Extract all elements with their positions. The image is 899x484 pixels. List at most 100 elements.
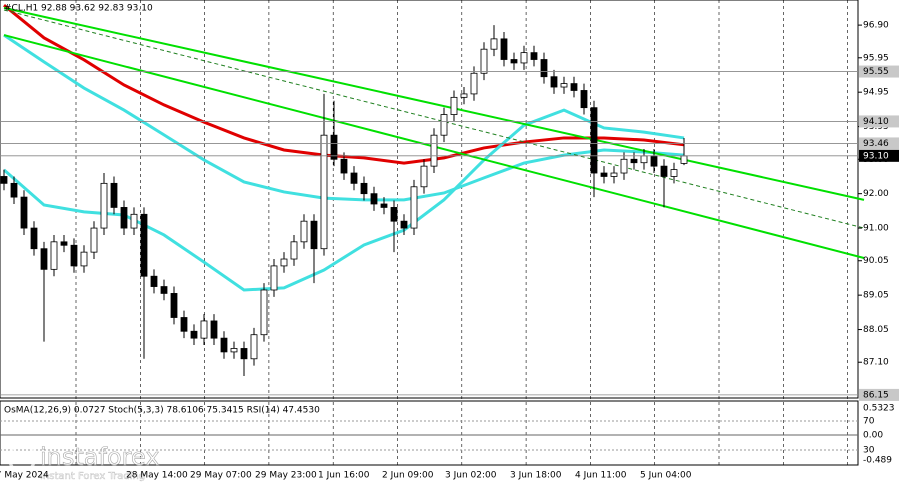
candle-body: [440, 114, 448, 136]
candle-body: [390, 207, 398, 222]
candle-body: [220, 337, 228, 353]
candle-body: [200, 320, 208, 339]
candle-body: [470, 72, 478, 95]
x-tick-label: 4 Jun 11:00: [575, 471, 627, 481]
candle-body: [240, 348, 248, 360]
candle-body: [190, 330, 198, 339]
candle-body: [480, 48, 488, 74]
y-tick-label: 95.95: [863, 53, 889, 63]
y-tick-label: 94.95: [863, 88, 889, 98]
brand: instaforex: [40, 443, 160, 471]
candle-body: [660, 165, 668, 177]
x-tick-label: 2 Jun 09:00: [382, 471, 434, 481]
plot: [0, 3, 865, 396]
header: #CL,H1 92.88 93.62 92.83 93.10: [4, 4, 153, 14]
candle-body: [280, 258, 288, 267]
candle-body: [570, 83, 578, 91]
x-tick-label: 3 Jun 18:00: [510, 471, 562, 481]
candle-body: [120, 207, 128, 229]
candle-body: [330, 134, 338, 160]
candle-body: [0, 176, 8, 184]
candle-body: [400, 220, 408, 229]
candle-body: [450, 96, 458, 115]
trend-line: [3, 6, 865, 201]
y-tick-label: 91.00: [863, 224, 889, 234]
level-box: [859, 137, 899, 150]
watermark: instaforex Instant Forex Trading: [7, 443, 160, 482]
candle-body: [580, 90, 588, 109]
candle-body: [460, 93, 468, 98]
candle-body: [510, 59, 518, 64]
osc-scale: 0.00: [863, 431, 883, 441]
candle-body: [260, 289, 268, 336]
candle-body: [630, 158, 638, 164]
osc-scale: 30: [863, 446, 875, 456]
y-tick-label: 92.00: [863, 189, 889, 199]
level-box: [859, 115, 899, 128]
x-tick-label: 28 May 14:00: [126, 471, 188, 481]
candle-body: [430, 134, 438, 167]
slogan: Instant Forex Trading: [40, 471, 145, 482]
x-tick-label: 1 Jun 16:00: [318, 471, 370, 481]
x-tick-label: 27 May 2024: [0, 471, 49, 481]
candle-body: [180, 317, 188, 332]
candle-body: [50, 241, 58, 270]
level-box: [859, 149, 899, 162]
candle-body: [290, 241, 298, 260]
trend-line: [3, 9, 865, 229]
candle-body: [170, 293, 178, 318]
candle-body: [90, 227, 98, 253]
candle-body: [520, 52, 528, 64]
x-tick-label: 5 Jun 04:00: [640, 471, 692, 481]
candle-body: [130, 213, 138, 229]
candle-body: [270, 265, 278, 291]
y-tick-label: 90.05: [863, 256, 889, 266]
osc-scale: 0.5323: [863, 404, 895, 414]
candle-body: [680, 155, 688, 164]
x-tick-label: 29 May 07:00: [190, 471, 252, 481]
candle-body: [60, 241, 68, 246]
candle-body: [350, 172, 358, 184]
candle-body: [110, 182, 118, 208]
level-label: 94.10: [863, 117, 889, 127]
candle-body: [500, 38, 508, 60]
candle-body: [380, 203, 388, 208]
candle-body: [250, 334, 258, 360]
candle-body: [80, 251, 88, 267]
level-box: [859, 388, 899, 401]
candle-body: [670, 169, 678, 177]
candle-body: [610, 172, 618, 177]
oscillator-title: OsMA(12,26,9) 0.0727 Stoch(5,3,3) 78.610…: [4, 406, 320, 416]
candle-body: [320, 134, 328, 250]
y-tick-label: 96.90: [863, 21, 889, 31]
oscillator-panel: [0, 400, 859, 466]
level-label: 93.10: [863, 151, 889, 161]
y-tick-label: 89.05: [863, 291, 889, 301]
candle-body: [590, 107, 598, 174]
candle-body: [650, 155, 658, 167]
moving-average: [3, 33, 685, 202]
candle-body: [370, 193, 378, 205]
candle-body: [490, 38, 498, 50]
candle-body: [600, 172, 608, 177]
candle-body: [310, 220, 318, 250]
candle-body: [410, 186, 418, 229]
candle-body: [230, 348, 238, 353]
y-tick-label: 87.10: [863, 358, 889, 368]
y-tick-label: 88.05: [863, 325, 889, 335]
candle-body: [30, 227, 38, 250]
level-label: 93.46: [863, 139, 889, 149]
candle-body: [560, 83, 568, 88]
level-label: 95.55: [863, 67, 889, 77]
osc-scale: -0.489: [863, 456, 892, 466]
candle-body: [420, 165, 428, 188]
candle-body: [530, 52, 538, 60]
candle-body: [340, 158, 348, 174]
candle-body: [210, 320, 218, 339]
candle-body: [300, 220, 308, 243]
osc-scale: 70: [863, 417, 875, 427]
candle-body: [550, 76, 558, 88]
candle-body: [620, 158, 628, 174]
logo: [7, 443, 37, 473]
